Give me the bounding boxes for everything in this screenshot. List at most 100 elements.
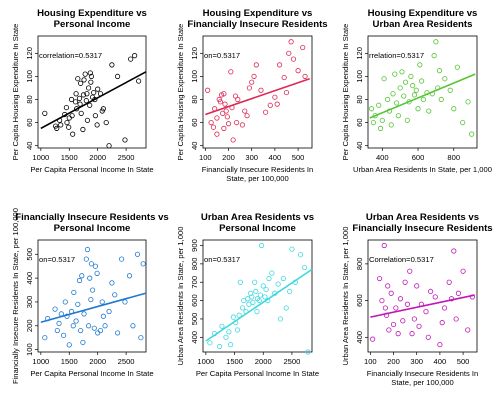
data-point — [100, 300, 104, 304]
data-point — [228, 342, 232, 346]
data-point — [84, 257, 88, 261]
data-point — [222, 126, 226, 130]
data-point — [240, 306, 244, 310]
data-point — [70, 132, 74, 136]
data-point — [415, 284, 419, 288]
panel-title: Housing Expenditure vs — [37, 8, 147, 19]
data-point — [410, 331, 414, 335]
data-point — [276, 282, 280, 286]
data-point — [231, 138, 235, 142]
data-point — [110, 281, 114, 285]
data-point — [408, 269, 412, 273]
data-point — [452, 249, 456, 253]
data-point — [231, 315, 235, 319]
data-point — [377, 276, 381, 280]
y-tick-label: 60 — [190, 118, 199, 126]
data-point — [139, 336, 143, 340]
data-point — [74, 92, 78, 96]
data-point — [103, 324, 107, 328]
data-point — [115, 74, 119, 78]
data-point — [211, 125, 215, 129]
y-tick-label: 120 — [190, 47, 199, 60]
data-point — [77, 278, 81, 282]
panel-title: Financially Insecure Residents — [352, 223, 492, 234]
panel-title: Housing Expenditure vs — [368, 8, 478, 19]
data-point — [55, 328, 59, 332]
data-point — [135, 252, 139, 256]
data-point — [393, 72, 397, 76]
x-axis-label: Per Capita Personal Income In State — [30, 165, 153, 174]
data-point — [234, 120, 238, 124]
data-point — [76, 302, 80, 306]
data-point — [421, 97, 425, 101]
y-tick-label: 100 — [190, 70, 199, 83]
y-tick-label: 400 — [355, 331, 364, 344]
y-tick-label: 200 — [25, 319, 34, 332]
data-point — [90, 288, 94, 292]
x-tick-label: 2000 — [255, 357, 272, 366]
y-tick-label: 900 — [190, 239, 199, 252]
data-point — [282, 75, 286, 79]
x-tick-label: 400 — [376, 153, 389, 162]
y-tick-label: 300 — [25, 296, 34, 309]
data-point — [252, 280, 256, 284]
x-tick-label: 1000 — [32, 357, 49, 366]
correlation-annotation: on=0.5317 — [39, 255, 75, 264]
data-point — [82, 78, 86, 82]
data-point — [461, 120, 465, 124]
data-point — [78, 328, 82, 332]
y-tick-label: 800 — [190, 258, 199, 271]
data-point — [110, 63, 114, 67]
panel-title: Housing Expenditure vs — [203, 8, 313, 19]
x-tick-label: 1000 — [197, 357, 214, 366]
data-point — [287, 289, 291, 293]
data-point — [107, 143, 111, 147]
y-tick-label: 500 — [190, 313, 199, 326]
data-point — [101, 314, 105, 318]
data-point — [95, 87, 99, 91]
y-axis-label: Per Capita Housing Expenditure In State — [176, 24, 185, 161]
data-point — [259, 88, 263, 92]
data-point — [389, 123, 393, 127]
data-point — [466, 328, 470, 332]
data-point — [418, 63, 422, 67]
data-point — [398, 86, 402, 90]
data-point — [85, 118, 89, 122]
data-point — [79, 111, 83, 115]
x-tick-label: 400 — [434, 357, 447, 366]
x-tick-label: 800 — [447, 153, 460, 162]
data-point — [92, 326, 96, 330]
data-point — [440, 320, 444, 324]
data-point — [278, 317, 282, 321]
data-point — [267, 276, 271, 280]
data-point — [53, 307, 57, 311]
data-point — [391, 92, 395, 96]
data-point — [254, 63, 258, 67]
data-point — [236, 97, 240, 101]
data-point — [455, 65, 459, 69]
y-tick-label: 100 — [25, 70, 34, 83]
data-point — [85, 247, 89, 251]
data-point — [86, 86, 90, 90]
data-point — [123, 300, 127, 304]
data-point — [385, 97, 389, 101]
data-point — [89, 297, 93, 301]
data-point — [258, 293, 262, 297]
data-point — [382, 77, 386, 81]
data-point — [89, 80, 93, 84]
y-tick-label: 700 — [190, 276, 199, 289]
data-point — [95, 271, 99, 275]
scatter-panel-4: Financially Insecure Residents vsPersona… — [11, 208, 169, 384]
data-point — [67, 343, 71, 347]
data-point — [284, 306, 288, 310]
data-point — [268, 103, 272, 107]
data-point — [43, 336, 47, 340]
y-axis-label: Financially Insecure Residents In State,… — [11, 208, 20, 384]
data-point — [131, 324, 135, 328]
y-tick-label: 40 — [25, 141, 34, 149]
correlation-annotation: correlation=0.5317 — [39, 51, 102, 60]
data-point — [78, 81, 82, 85]
data-point — [71, 324, 75, 328]
